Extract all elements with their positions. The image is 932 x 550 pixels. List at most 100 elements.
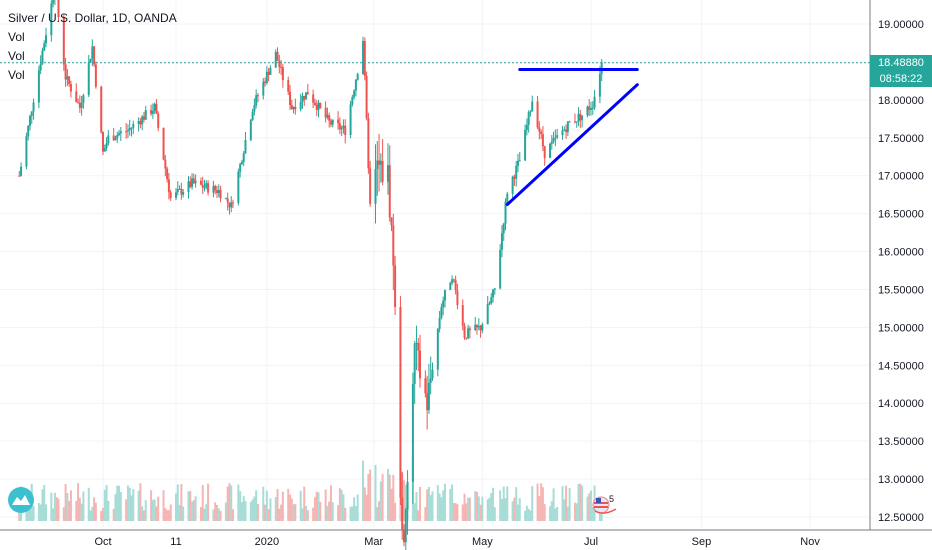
volume-bar xyxy=(467,497,470,521)
candle-body xyxy=(440,307,443,318)
volume-bar xyxy=(303,486,306,521)
time-tick-label: 2020 xyxy=(255,536,279,548)
candle-body xyxy=(443,289,446,301)
volume-bar xyxy=(543,504,546,521)
economic-events-marker[interactable]: 5 xyxy=(592,494,620,518)
candle-body xyxy=(78,102,81,108)
candle-body xyxy=(80,102,83,108)
volume-bar xyxy=(132,489,135,521)
candle-body xyxy=(476,324,479,328)
candle-body xyxy=(240,161,243,164)
volume-bar xyxy=(306,510,309,521)
volume-bar xyxy=(581,485,584,521)
candle-body xyxy=(356,74,359,80)
candle-body xyxy=(353,90,356,97)
candle-body xyxy=(30,111,33,116)
volume-bar xyxy=(289,494,292,521)
volume-bar xyxy=(392,474,395,521)
candle-body xyxy=(249,120,252,140)
volume-bar xyxy=(449,488,452,521)
candle-body xyxy=(269,67,272,75)
volume-bar xyxy=(228,483,231,521)
time-tick-label: 11 xyxy=(170,536,181,548)
symbol-title[interactable]: Silver / U.S. Dollar, 1D, OANDA xyxy=(8,11,177,25)
candle-body xyxy=(43,43,46,51)
candle-body xyxy=(176,189,179,193)
volume-bar xyxy=(105,484,108,521)
volume-bar xyxy=(292,504,295,521)
candle-body xyxy=(479,325,482,331)
volume-bar xyxy=(201,485,204,521)
volume-bar xyxy=(353,497,356,521)
candle-body xyxy=(386,165,389,182)
candle-body xyxy=(381,160,384,182)
volume-bar xyxy=(301,508,304,521)
candle-body xyxy=(493,288,496,290)
candle-body xyxy=(549,143,552,158)
candle-body xyxy=(75,91,78,103)
candle-body xyxy=(340,127,343,130)
volume-bar xyxy=(182,506,185,521)
candle-body xyxy=(255,95,258,106)
candle-body xyxy=(276,51,279,61)
candle-body xyxy=(57,0,60,18)
price-tick-label: 15.50000 xyxy=(878,284,924,296)
volume-bar xyxy=(142,510,145,521)
volume-bar xyxy=(226,486,229,521)
tradingview-logo[interactable] xyxy=(8,487,34,513)
volume-bar xyxy=(388,474,391,521)
candle-body xyxy=(142,116,145,120)
indicator-vol-2[interactable]: Vol xyxy=(8,49,25,63)
volume-bars xyxy=(18,457,603,521)
volume-bar xyxy=(255,490,258,521)
candle-body xyxy=(313,102,316,105)
candle-body xyxy=(525,125,528,130)
volume-bar xyxy=(586,496,589,521)
price-axis[interactable]: 19.0000018.5000018.0000017.5000017.00000… xyxy=(878,19,924,524)
price-tick-label: 17.50000 xyxy=(878,133,924,145)
time-axis[interactable]: Oct 11 2020 Mar May Jul Sep Nov xyxy=(94,536,820,548)
candle-body xyxy=(515,165,518,179)
volume-bar xyxy=(419,486,422,521)
countdown-tag: 08:58:22 xyxy=(870,70,932,87)
volume-bar xyxy=(103,489,106,521)
volume-bar xyxy=(150,490,153,521)
candle-body xyxy=(590,108,592,110)
candle-body xyxy=(94,64,97,87)
time-tick-label: Sep xyxy=(692,536,712,548)
candle-body xyxy=(465,337,468,339)
candle-body xyxy=(354,79,357,91)
candle-body xyxy=(490,297,493,304)
candle-body xyxy=(394,265,397,308)
candle-body xyxy=(89,58,92,63)
time-tick-label: May xyxy=(472,536,493,548)
volume-bar xyxy=(356,494,359,521)
volume-bar xyxy=(554,508,557,521)
candle-body xyxy=(431,369,434,379)
volume-bar xyxy=(351,506,354,521)
volume-bar xyxy=(579,483,582,521)
volume-bar xyxy=(365,494,368,521)
volume-bar xyxy=(205,504,208,521)
candle-body xyxy=(367,118,370,169)
volume-bar xyxy=(404,484,407,521)
candle-body xyxy=(102,132,104,152)
indicator-vol-3[interactable]: Vol xyxy=(8,68,25,82)
candle-body xyxy=(511,176,514,194)
candle-body xyxy=(588,106,591,110)
indicator-vol-1[interactable]: Vol xyxy=(8,30,25,44)
candle-body xyxy=(566,121,569,133)
candle-body xyxy=(402,530,405,543)
candle-body xyxy=(32,102,35,112)
volume-bar xyxy=(374,464,377,521)
candle-body xyxy=(237,171,240,203)
volume-bar xyxy=(78,497,81,521)
volume-bar xyxy=(565,485,568,521)
volume-bar xyxy=(280,504,283,521)
trend-lines[interactable] xyxy=(505,68,639,207)
candle-body xyxy=(556,135,559,138)
candle-body xyxy=(586,106,589,116)
volume-bar xyxy=(87,487,90,521)
volume-bar xyxy=(329,485,332,521)
candle-body xyxy=(178,188,181,190)
